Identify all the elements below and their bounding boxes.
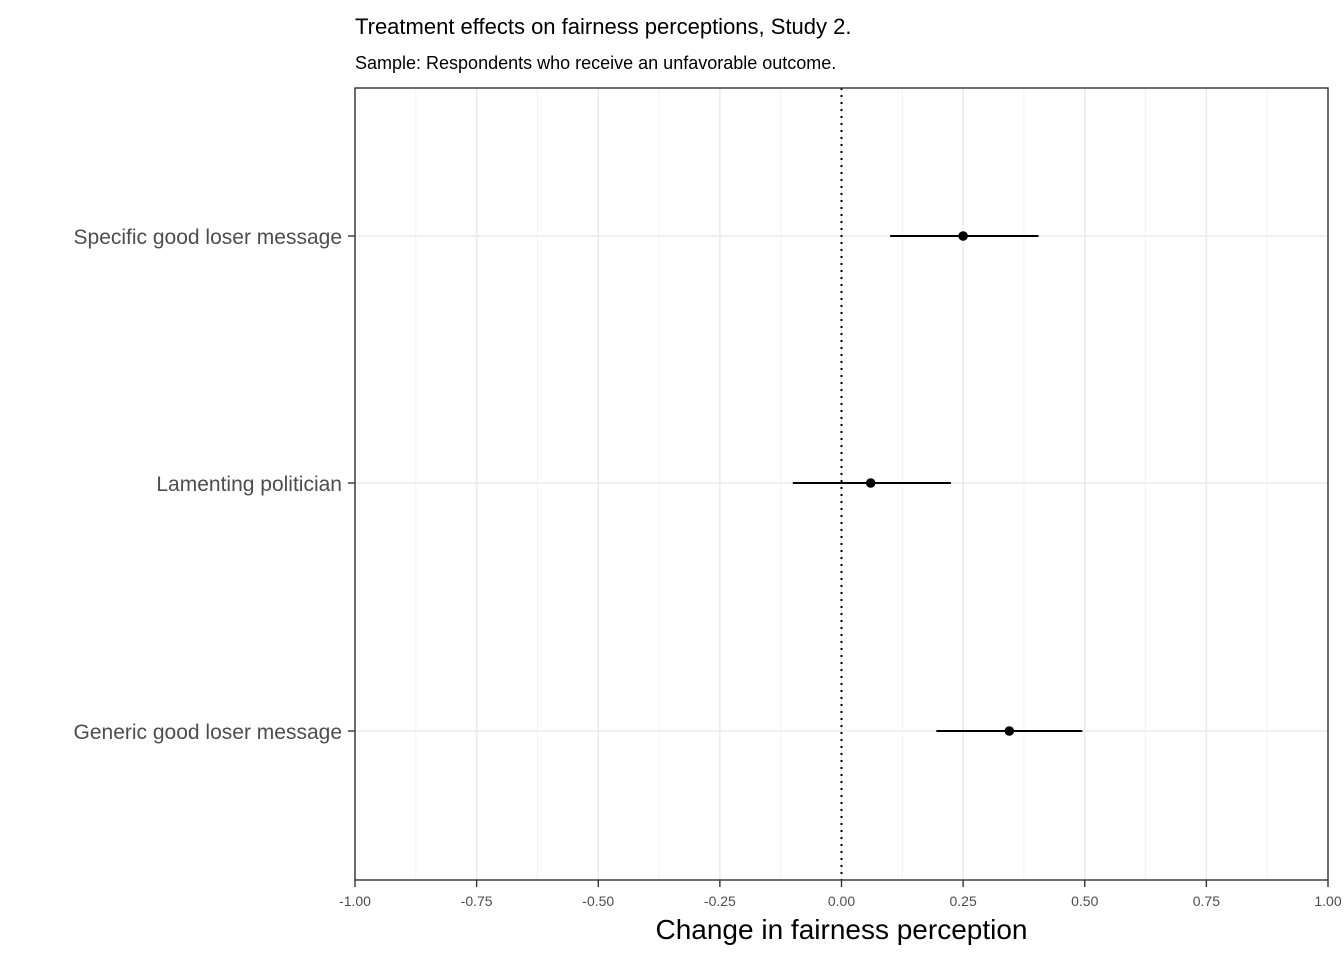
y-axis-ticks: Specific good loser message Lamenting pol… (74, 226, 355, 744)
x-tick-label: -0.75 (461, 893, 493, 909)
x-tick-label: -0.25 (704, 893, 736, 909)
x-tick-label: -1.00 (339, 893, 371, 909)
y-tick-label: Lamenting politician (156, 473, 342, 496)
point-estimate (865, 478, 876, 488)
x-axis-label: Change in fairness perception (655, 914, 1027, 945)
chart-title: Treatment effects on fairness perception… (355, 14, 851, 39)
x-tick-label: 0.75 (1193, 893, 1220, 909)
point-estimate (958, 231, 968, 241)
x-tick-label: -0.50 (582, 893, 614, 909)
estimates-group (792, 231, 1083, 736)
x-tick-label: 0.25 (950, 893, 977, 909)
point-estimate (1004, 726, 1015, 736)
x-tick-label: 0.50 (1071, 893, 1098, 909)
x-axis-ticks: -1.00 -0.75 -0.50 -0.25 0.00 0.25 0.50 0.75 1.00 (339, 880, 1342, 909)
y-tick-label: Specific good loser message (74, 226, 342, 249)
y-tick-label: Generic good loser message (74, 721, 342, 744)
x-tick-label: 0.00 (828, 893, 855, 909)
chart-subtitle: Sample: Respondents who receive an unfav… (355, 53, 836, 73)
x-tick-label: 1.00 (1314, 893, 1341, 909)
